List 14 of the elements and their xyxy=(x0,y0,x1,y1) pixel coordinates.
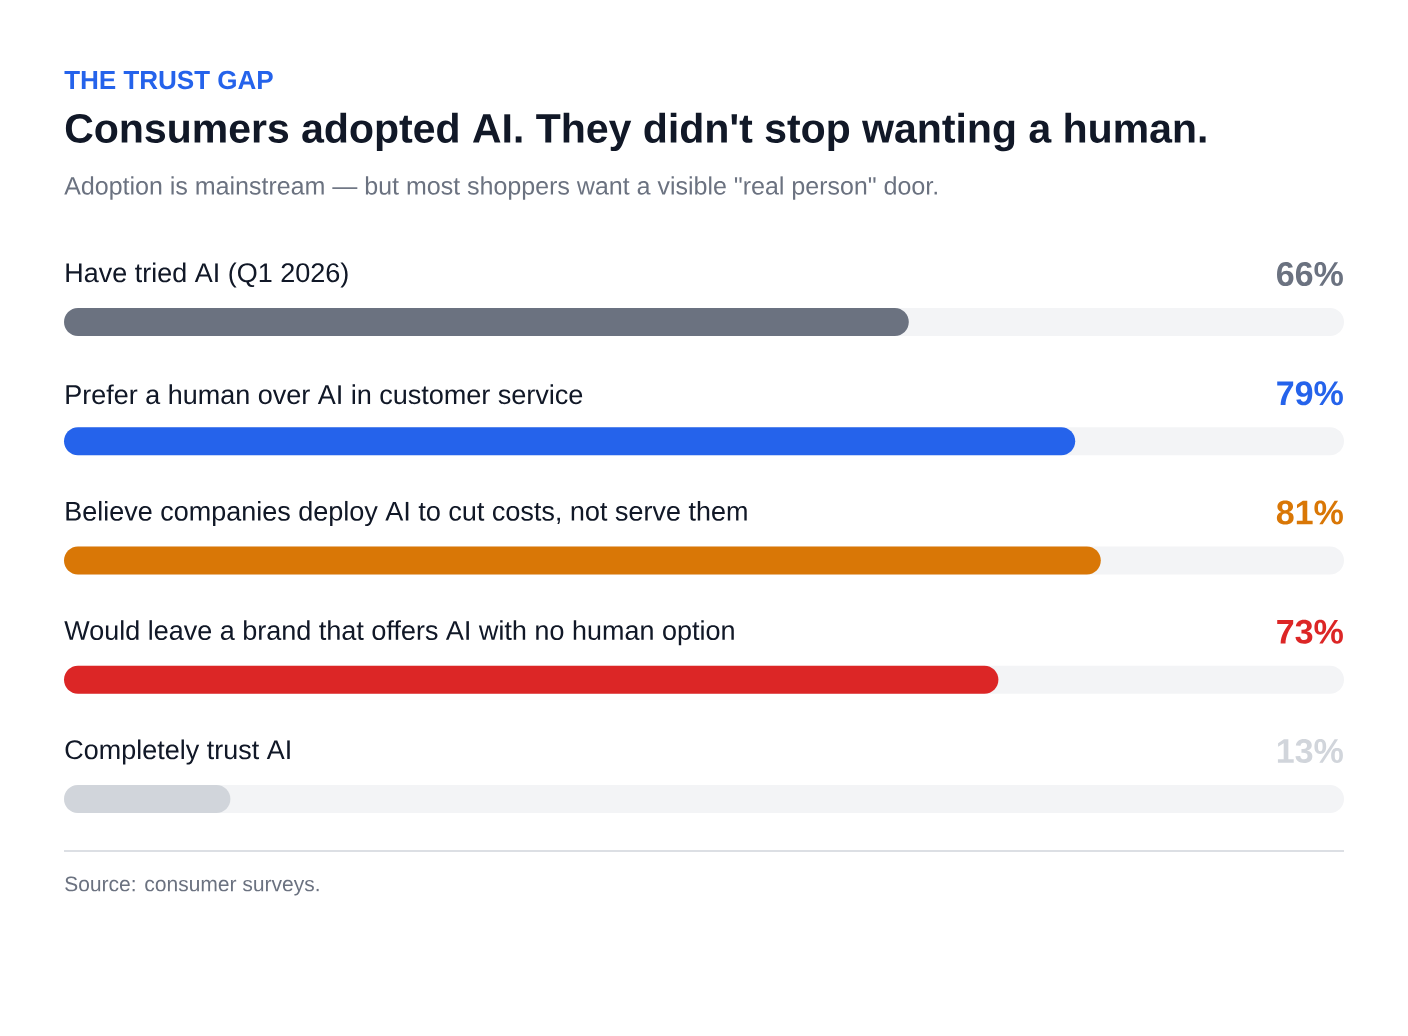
chart-title: Consumers adopted AI. They didn't stop wanting a human. xyxy=(65,112,1206,152)
text: THE TRUST GAP xyxy=(64,70,273,90)
data-label: 79% xyxy=(1277,381,1343,406)
source-note: Source: consumer surveys. xyxy=(65,876,319,896)
y-tick-label: Would leave a brand that offers AI with no human option xyxy=(64,620,734,646)
data-label: 66% xyxy=(1277,261,1343,287)
y-tick-label: Completely trust AI xyxy=(65,739,290,765)
y-tick-label: Believe companies deploy AI to cut costs, not serve them xyxy=(66,500,747,527)
y-tick-label: Prefer a human over AI in customer service xyxy=(66,384,583,405)
bar xyxy=(64,785,231,814)
data-label: 73% xyxy=(1277,619,1343,644)
y-tick-label: Have tried AI (Q1 2026) xyxy=(66,262,348,288)
data-label: 81% xyxy=(1276,500,1343,525)
chart-subtitle: Adoption is mainstream — but most shoppers want a visible "real person" door. xyxy=(64,176,937,200)
